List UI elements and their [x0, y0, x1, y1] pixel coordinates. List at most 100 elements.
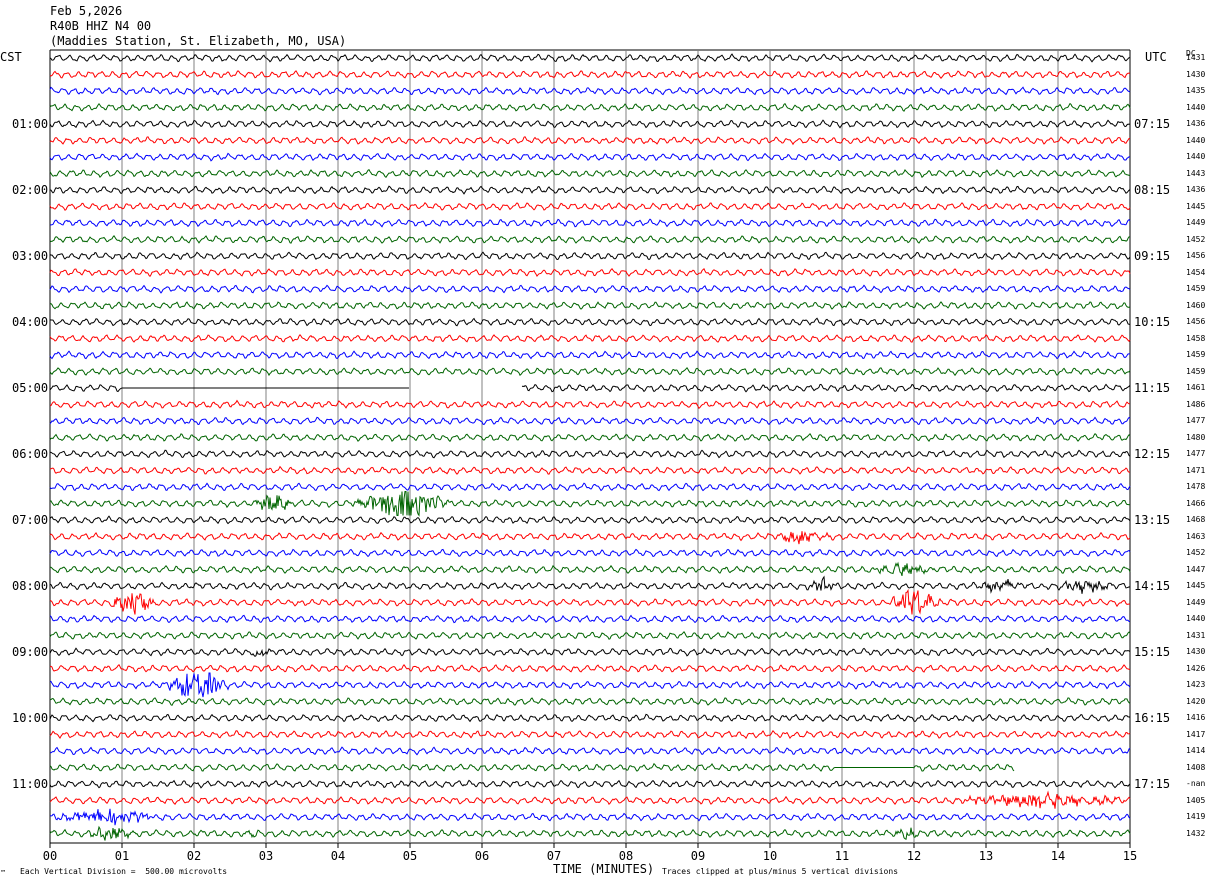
dc-offset-label: 1449 — [1186, 218, 1206, 227]
x-tick-label: 15 — [1123, 849, 1137, 863]
dc-offset-label: 1432 — [1186, 828, 1206, 838]
trace-line — [49, 202, 1131, 211]
trace-line — [49, 433, 1131, 443]
dc-offset-label: 1452 — [1186, 548, 1206, 557]
trace-line — [49, 102, 1131, 112]
cst-hour-label: 09:00 — [12, 645, 49, 659]
x-tick-label: 05 — [403, 849, 417, 863]
x-tick-label: 13 — [979, 849, 993, 863]
x-tick-label: 06 — [475, 849, 489, 863]
trace-line — [49, 548, 1131, 558]
dc-offset-label: 1454 — [1186, 267, 1206, 277]
trace-line — [49, 729, 1131, 740]
utc-hour-label: 12:15 — [1134, 447, 1171, 461]
trace-line — [49, 284, 1131, 294]
utc-hour-label: 11:15 — [1134, 381, 1171, 395]
trace-line — [49, 672, 1131, 698]
dc-offset-label: 1468 — [1186, 515, 1206, 524]
trace-line — [50, 764, 1130, 771]
dc-offset-label: 1431 — [1186, 630, 1206, 640]
dc-header: DC — [1186, 49, 1196, 58]
software-mark: ™ — [1, 869, 6, 877]
trace-line — [49, 268, 1131, 278]
dc-offset-label: 1436 — [1186, 185, 1206, 194]
cst-hour-label: 03:00 — [12, 249, 49, 263]
dc-offset-label: 1477 — [1186, 449, 1206, 458]
dc-offset-label: 1445 — [1186, 581, 1206, 590]
x-tick-label: 02 — [187, 849, 201, 863]
cst-hour-label: 05:00 — [12, 381, 49, 395]
trace-line — [49, 70, 1131, 79]
dc-offset-label: 1452 — [1186, 234, 1206, 244]
trace-line — [50, 746, 1131, 756]
dc-offset-label: 1440 — [1186, 152, 1206, 161]
cst-hour-label: 04:00 — [12, 315, 49, 329]
dc-offset-label: 1480 — [1186, 432, 1206, 442]
x-tick-label: 00 — [43, 849, 57, 863]
trace-line — [49, 825, 1131, 841]
trace-line — [49, 515, 1131, 525]
trace-line — [49, 399, 1131, 410]
utc-hour-label: 16:15 — [1134, 711, 1171, 725]
trace-line — [49, 663, 1131, 673]
x-tick-label: 14 — [1051, 849, 1065, 863]
dc-offset-label: 1486 — [1186, 399, 1206, 409]
trace-line — [49, 713, 1131, 723]
utc-hour-label: 14:15 — [1134, 579, 1171, 593]
cst-hour-label: 02:00 — [12, 183, 49, 197]
x-tick-label: 11 — [835, 849, 849, 863]
dc-offset-label: 1426 — [1186, 663, 1206, 673]
trace-line — [49, 317, 1131, 327]
dc-offset-label: -nan — [1186, 779, 1206, 788]
dc-offset-label: 1419 — [1186, 812, 1206, 821]
trace-line — [49, 234, 1130, 244]
x-tick-label: 01 — [115, 849, 129, 863]
dc-offset-label: 1461 — [1186, 383, 1206, 392]
trace-line — [49, 449, 1131, 459]
utc-hour-label: 17:15 — [1134, 777, 1171, 791]
dc-offset-label: 1460 — [1186, 300, 1206, 310]
dc-offset-label: 1430 — [1186, 647, 1206, 656]
x-axis-title: TIME (MINUTES) — [553, 862, 655, 876]
trace-line — [49, 168, 1130, 179]
plot-date: Feb 5,2026 — [50, 4, 123, 18]
dc-offset-label: 1463 — [1186, 531, 1206, 541]
trace-line — [49, 185, 1131, 195]
dc-offset-label: 1440 — [1186, 135, 1206, 145]
trace-line — [49, 647, 1131, 658]
scale-note: Each Vertical Division = 500.00 microvol… — [20, 867, 228, 876]
utc-hour-label: 08:15 — [1134, 183, 1171, 197]
dc-offset-label: 1459 — [1186, 366, 1206, 376]
trace-line — [49, 251, 1131, 261]
dc-offset-label: 1447 — [1186, 564, 1206, 574]
x-tick-label: 03 — [259, 849, 273, 863]
station-name: (Maddies Station, St. Elizabeth, MO, USA… — [50, 34, 347, 48]
trace-line — [49, 779, 1131, 789]
trace-line — [49, 588, 1131, 615]
dc-offset-label: 1417 — [1186, 729, 1206, 739]
dc-offset-label: 1477 — [1186, 416, 1206, 425]
x-tick-label: 12 — [907, 849, 921, 863]
trace-line — [49, 383, 1131, 393]
dc-offset-label: 1456 — [1186, 317, 1206, 326]
trace-line — [49, 575, 1131, 594]
cst-hour-label: 07:00 — [12, 513, 49, 527]
dc-offset-label: 1408 — [1186, 762, 1206, 772]
trace-line — [49, 152, 1131, 162]
x-tick-label: 04 — [331, 849, 345, 863]
cst-hour-label: 11:00 — [12, 777, 49, 791]
trace-line — [49, 630, 1131, 640]
dc-offset-label: 1440 — [1186, 614, 1206, 623]
dc-offset-label: 1420 — [1186, 696, 1206, 706]
trace-line — [50, 561, 1131, 577]
trace-line — [49, 482, 1131, 492]
dc-offset-label: 1435 — [1186, 86, 1206, 95]
dc-offset-label: 1466 — [1186, 498, 1206, 508]
trace-line — [49, 350, 1130, 360]
trace-line — [49, 491, 1131, 517]
dc-offset-label: 1459 — [1186, 284, 1206, 293]
dc-offset-label: 1416 — [1186, 713, 1206, 722]
dc-offset-label: 1456 — [1186, 251, 1206, 260]
cst-hour-label: 01:00 — [12, 117, 49, 131]
trace-line — [49, 465, 1131, 475]
